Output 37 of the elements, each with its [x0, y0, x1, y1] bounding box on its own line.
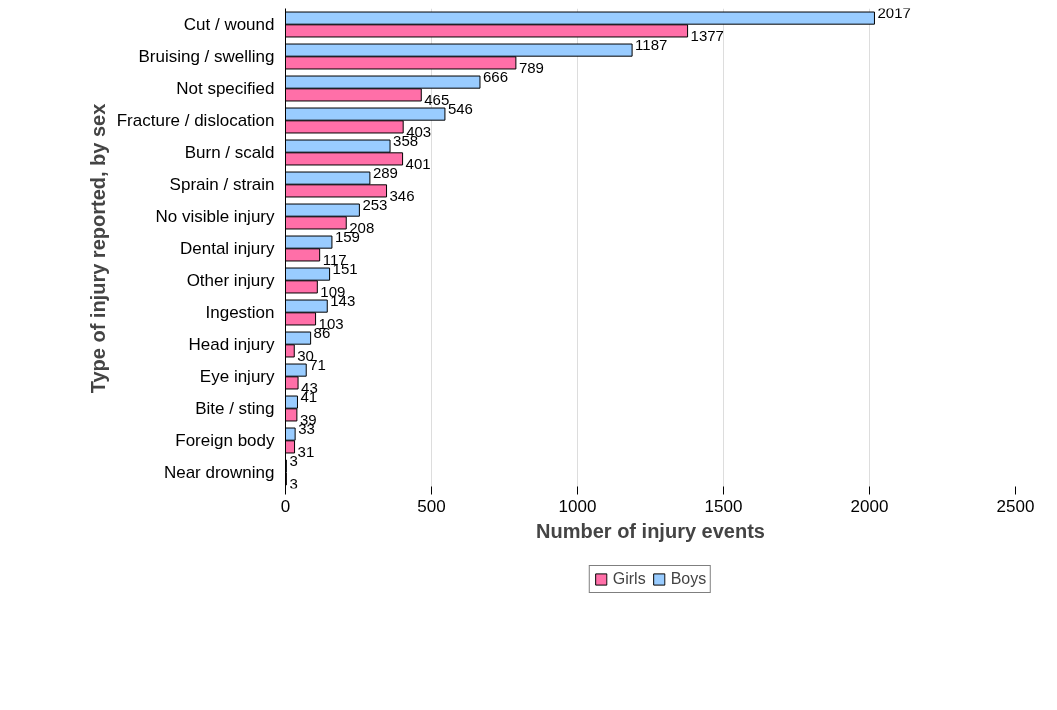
- y-tick-label: Other injury: [186, 271, 275, 290]
- data-label: 3: [289, 474, 298, 492]
- y-tick-label: Eye injury: [199, 367, 275, 386]
- y-tick-label: Bite / sting: [195, 399, 275, 418]
- legend-label: Boys: [670, 570, 707, 588]
- x-axis-title: Number of injury events: [536, 519, 765, 542]
- y-tick-label: Burn / scald: [184, 143, 275, 162]
- legend-label: Girls: [612, 570, 646, 588]
- x-tick-label: 2500: [996, 496, 1035, 516]
- y-tick-label: Foreign body: [175, 431, 275, 450]
- x-tick-label: 1500: [704, 496, 743, 516]
- y-tick-label: Not specified: [176, 79, 275, 98]
- data-label: 789: [518, 58, 544, 76]
- data-label: 3: [289, 452, 298, 470]
- data-label: 666: [482, 68, 508, 86]
- data-label: 1377: [690, 26, 724, 44]
- y-tick-label: Head injury: [188, 335, 275, 354]
- y-tick-label: Fracture / dislocation: [116, 111, 275, 130]
- y-tick-label: Cut / wound: [183, 15, 275, 34]
- y-tick-label: Bruising / swelling: [138, 47, 275, 66]
- x-tick-label: 1000: [558, 496, 597, 516]
- data-label: 465: [424, 90, 450, 108]
- x-tick-label: 500: [417, 496, 446, 516]
- data-label: 31: [297, 442, 315, 460]
- y-tick-label: Ingestion: [205, 303, 275, 322]
- data-label: 401: [405, 154, 431, 172]
- y-axis-title: Type of injury reported, by sex: [86, 103, 109, 394]
- y-tick-label: Near drowning: [163, 463, 275, 482]
- data-label: 289: [372, 164, 398, 182]
- y-tick-label: No visible injury: [155, 207, 275, 226]
- x-tick-label: 2000: [850, 496, 889, 516]
- x-tick-label: 0: [280, 496, 291, 516]
- data-label: 253: [362, 196, 388, 214]
- data-label: 1187: [635, 36, 668, 54]
- y-tick-label: Sprain / strain: [169, 175, 275, 194]
- data-label: 346: [389, 186, 415, 204]
- y-tick-label: Dental injury: [180, 239, 275, 258]
